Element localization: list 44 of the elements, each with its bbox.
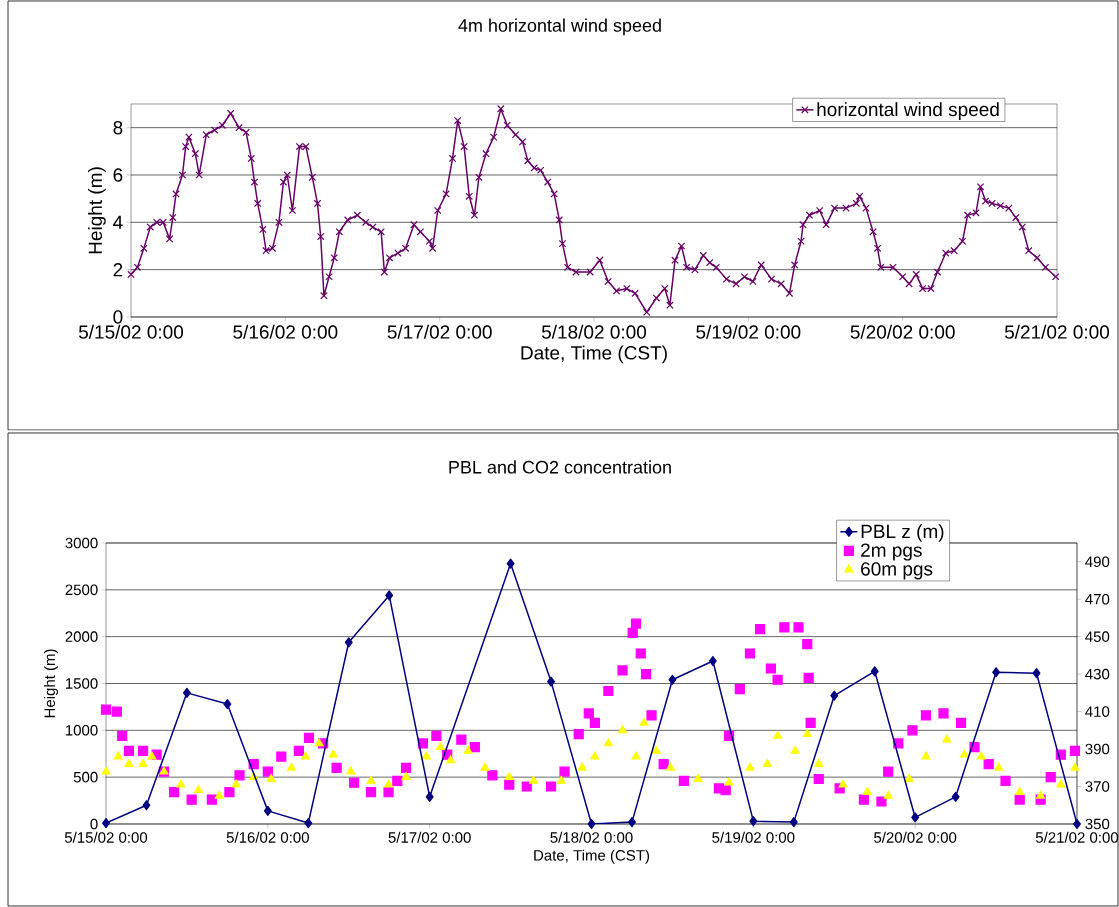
x-tick-label: 5/16/02 0:00: [226, 831, 309, 843]
x-tick-label: 5/21/02 0:00: [1035, 831, 1119, 843]
y-tick-label: 1000: [65, 725, 98, 736]
y2-tick-label: 450: [1085, 631, 1110, 642]
y-axis-title: Height (m): [88, 167, 106, 254]
x-tick-label: 5/18/02 0:00: [541, 324, 647, 339]
y-tick-label: 2: [113, 263, 123, 277]
y-tick-label: 2500: [65, 584, 98, 596]
x-tick-label: 5/19/02 0:00: [696, 324, 801, 339]
y-tick-label: 3000: [65, 537, 98, 549]
x-tick-label: 5/17/02 0:00: [388, 831, 471, 843]
chart-title: 4m horizontal wind speed: [458, 18, 661, 36]
y2-tick-label: 370: [1085, 781, 1110, 792]
y2-tick-label: 410: [1085, 706, 1110, 717]
y2-tick-label: 350: [1085, 818, 1110, 830]
x-tick-label: 5/20/02 0:00: [874, 831, 957, 843]
y-tick-label: 0: [113, 310, 123, 324]
legend-label: 2m pgs: [861, 543, 922, 561]
chart-title: PBL and CO2 concentration: [449, 460, 671, 474]
y-tick-label: 2000: [65, 631, 98, 642]
y-tick-label: 8: [113, 120, 123, 135]
x-tick-label: 5/21/02 0:00: [1004, 324, 1110, 339]
y-tick-label: 1500: [65, 678, 98, 689]
y2-tick-label: 470: [1085, 593, 1110, 605]
x-tick-label: 5/16/02 0:00: [233, 324, 338, 339]
legend-label: 60m pgs: [861, 562, 933, 580]
y-tick-label: 0: [90, 818, 98, 830]
y2-tick-label: 490: [1085, 556, 1110, 568]
x-tick-label: 5/15/02 0:00: [78, 324, 184, 339]
x-axis-title: Date, Time (CST): [534, 849, 650, 864]
x-axis-title: Date, Time (CST): [521, 345, 667, 364]
x-tick-label: 5/17/02 0:00: [387, 324, 492, 339]
legend-label: horizontal wind speed: [817, 102, 999, 120]
legend-label: PBL z (m): [861, 524, 944, 542]
x-tick-label: 5/20/02 0:00: [850, 324, 955, 339]
x-tick-label: 5/18/02 0:00: [550, 831, 633, 843]
x-tick-label: 5/19/02 0:00: [712, 831, 795, 843]
y2-tick-label: 390: [1085, 743, 1110, 755]
y-tick-label: 4: [113, 215, 123, 229]
y-axis-title: Height (m): [43, 649, 58, 718]
y-tick-label: 500: [73, 771, 98, 783]
y-tick-label: 6: [113, 168, 123, 182]
y2-tick-label: 430: [1085, 668, 1110, 680]
x-tick-label: 5/15/02 0:00: [64, 831, 148, 843]
